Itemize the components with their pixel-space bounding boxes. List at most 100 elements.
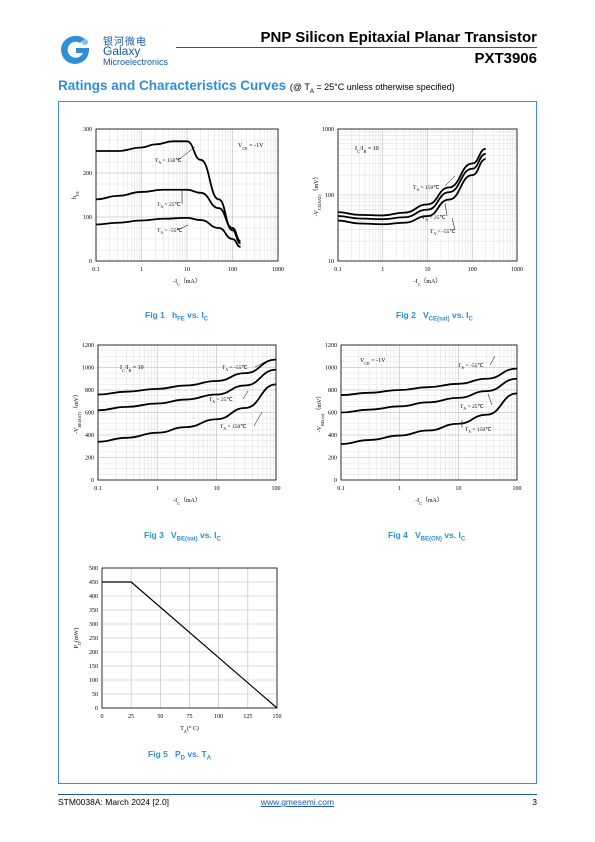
y-tick-label: 0 bbox=[91, 478, 94, 484]
caption-fig2: Fig 2 VCE(sat) vs. IC bbox=[396, 310, 473, 323]
series-label: TA = 150℃ bbox=[413, 185, 440, 192]
series-line bbox=[95, 188, 241, 243]
label-leader bbox=[444, 202, 448, 217]
plot-area bbox=[337, 128, 518, 262]
series-label: TA = 150℃ bbox=[220, 424, 247, 431]
y-tick-label: 400 bbox=[89, 594, 98, 600]
caption-fig5: Fig 5 PD vs. TA bbox=[148, 749, 212, 762]
section-title-text: Ratings and Characteristics Curves bbox=[58, 78, 287, 93]
x-tick-label: 10 bbox=[455, 486, 461, 492]
plot-area bbox=[101, 567, 278, 709]
y-tick-label: 400 bbox=[85, 433, 94, 439]
y-tick-label: 500 bbox=[89, 566, 98, 572]
chart-annotation: IC/IB = 10 bbox=[355, 146, 379, 154]
x-tick-label: 125 bbox=[243, 714, 252, 720]
x-tick-label: 100 bbox=[468, 267, 477, 273]
brand-subtitle: Microelectronics bbox=[103, 57, 169, 67]
series-label: TA = -55℃ bbox=[458, 363, 484, 370]
y-tick-label: 100 bbox=[325, 193, 334, 199]
part-number: PXT3906 bbox=[474, 50, 537, 67]
label-leader bbox=[253, 411, 263, 427]
x-tick-label: 0.1 bbox=[337, 486, 345, 492]
y-tick-label: 200 bbox=[85, 456, 94, 462]
y-tick-label: 200 bbox=[83, 171, 92, 177]
label-leader bbox=[451, 217, 456, 231]
y-tick-label: 300 bbox=[83, 127, 92, 133]
x-tick-label: 100 bbox=[513, 486, 522, 492]
chart-annotation: VCE = -1V bbox=[360, 358, 386, 366]
y-axis-label: -VBE(on)（mV） bbox=[316, 393, 325, 433]
x-tick-label: 100 bbox=[272, 486, 281, 492]
x-tick-label: 1 bbox=[140, 267, 143, 273]
x-axis-label: -IC（mA） bbox=[173, 278, 201, 287]
footer-divider bbox=[58, 794, 537, 795]
label-leader bbox=[176, 224, 189, 231]
y-tick-label: 1000 bbox=[322, 127, 334, 133]
series-label: TA = -55℃ bbox=[157, 228, 183, 235]
header-divider bbox=[176, 47, 537, 48]
y-tick-label: 400 bbox=[328, 433, 337, 439]
galaxy-logo-icon bbox=[61, 35, 89, 64]
series-line bbox=[102, 581, 278, 709]
y-tick-label: 10 bbox=[328, 259, 334, 265]
brand-chinese-name: 银河微电 bbox=[103, 37, 147, 48]
y-axis-label: PD(mW) bbox=[73, 628, 82, 649]
x-tick-label: 50 bbox=[157, 714, 163, 720]
y-axis-label: -VBE(SAT)（mV） bbox=[73, 391, 82, 434]
y-tick-label: 800 bbox=[85, 388, 94, 394]
chart-fig1: 0.1 1 10 100 1000 0 100 200 300 TA = 150℃ TA = 25℃… bbox=[72, 127, 284, 287]
series-line bbox=[97, 368, 277, 412]
website-link[interactable]: www.gmesemi.com bbox=[260, 797, 335, 807]
series-line bbox=[97, 358, 277, 396]
x-tick-label: 0.1 bbox=[94, 486, 102, 492]
y-axis-label: hFE bbox=[72, 191, 80, 199]
series-label: TA = -55℃ bbox=[430, 229, 456, 236]
label-leader bbox=[177, 146, 196, 161]
series-line bbox=[337, 158, 486, 226]
x-axis-label: TA(° C) bbox=[180, 725, 199, 734]
x-tick-label: 1000 bbox=[511, 267, 523, 273]
series-line bbox=[340, 367, 518, 396]
series-line bbox=[340, 392, 518, 445]
caption-fig3: Fig 3 VBE(sat) vs. IC bbox=[144, 530, 221, 543]
series-line bbox=[97, 383, 277, 443]
chart-annotation: IC/IB = 10 bbox=[120, 365, 144, 373]
x-tick-label: 1000 bbox=[272, 267, 284, 273]
x-tick-label: 0.1 bbox=[334, 267, 342, 273]
y-tick-label: 1200 bbox=[325, 343, 337, 349]
x-tick-label: 1 bbox=[156, 486, 159, 492]
chart-annotation: VCE = -1V bbox=[238, 143, 264, 151]
x-tick-label: 0.1 bbox=[92, 267, 100, 273]
x-tick-label: 10 bbox=[425, 267, 431, 273]
label-leader bbox=[487, 393, 493, 406]
series-line bbox=[337, 147, 486, 217]
series-line bbox=[337, 152, 486, 221]
label-leader bbox=[242, 390, 249, 400]
series-label: TA = 150℃ bbox=[465, 427, 492, 434]
y-tick-label: 250 bbox=[89, 636, 98, 642]
x-tick-label: 100 bbox=[214, 714, 223, 720]
x-tick-label: 25 bbox=[128, 714, 134, 720]
x-tick-label: 10 bbox=[184, 267, 190, 273]
page-number: 3 bbox=[532, 797, 537, 807]
series-label: TA = -55℃ bbox=[222, 365, 248, 372]
x-axis-label: -IC（mA） bbox=[415, 497, 443, 506]
series-line bbox=[96, 140, 241, 245]
y-tick-label: 200 bbox=[328, 456, 337, 462]
y-tick-label: 1000 bbox=[325, 366, 337, 372]
x-tick-label: 150 bbox=[273, 714, 282, 720]
y-tick-label: 100 bbox=[83, 215, 92, 221]
series-line bbox=[340, 377, 518, 414]
x-tick-label: 10 bbox=[214, 486, 220, 492]
x-axis-label: -IC（mA） bbox=[173, 497, 201, 506]
plot-area bbox=[95, 128, 279, 262]
y-tick-label: 0 bbox=[334, 478, 337, 484]
y-tick-label: 100 bbox=[89, 678, 98, 684]
y-tick-label: 300 bbox=[89, 622, 98, 628]
series-label: TA = 25℃ bbox=[157, 202, 182, 209]
series-label: TA = 150℃ bbox=[155, 158, 182, 165]
y-tick-label: 0 bbox=[89, 259, 92, 265]
